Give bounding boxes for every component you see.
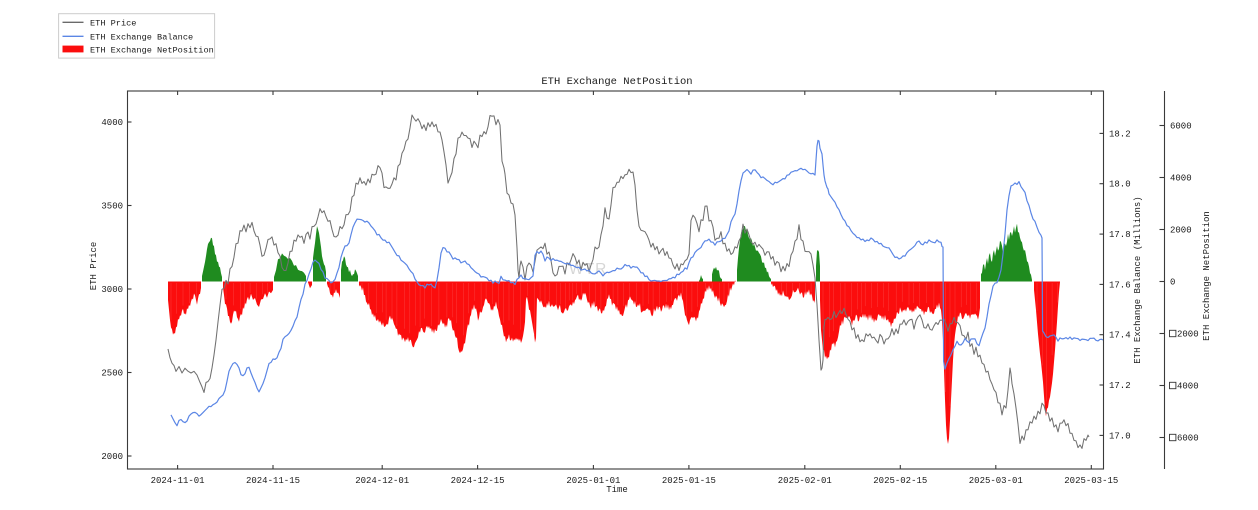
svg-text:2025-01-01: 2025-01-01: [566, 476, 620, 486]
svg-text:17.2: 17.2: [1109, 381, 1131, 391]
svg-text:17.4: 17.4: [1109, 331, 1131, 341]
svg-text:ETH Exchange Balance (Millions: ETH Exchange Balance (Millions): [1133, 196, 1143, 363]
svg-text:2024-11-15: 2024-11-15: [246, 476, 300, 486]
svg-text:4000: 4000: [101, 118, 123, 128]
svg-text:4000: 4000: [1177, 382, 1199, 392]
svg-text:ETH Exchange NetPosition: ETH Exchange NetPosition: [541, 76, 692, 88]
svg-text:17.0: 17.0: [1109, 431, 1131, 441]
svg-text:2000: 2000: [1177, 330, 1199, 340]
svg-text:2025-02-01: 2025-02-01: [778, 476, 832, 486]
svg-text:0: 0: [1170, 278, 1175, 288]
svg-text:18.0: 18.0: [1109, 180, 1131, 190]
svg-text:ETH Price: ETH Price: [89, 242, 99, 291]
svg-text:2024-11-01: 2024-11-01: [151, 476, 205, 486]
svg-text:4000: 4000: [1170, 174, 1192, 184]
svg-text:2025-03-01: 2025-03-01: [969, 476, 1023, 486]
svg-text:17.6: 17.6: [1109, 280, 1131, 290]
svg-text:18.2: 18.2: [1109, 129, 1131, 139]
svg-text:2024-12-01: 2024-12-01: [355, 476, 409, 486]
svg-text:2025-03-15: 2025-03-15: [1064, 476, 1118, 486]
svg-text:17.8: 17.8: [1109, 230, 1131, 240]
svg-text:6000: 6000: [1177, 434, 1199, 444]
svg-text:Time: Time: [606, 485, 628, 495]
svg-text:WTR: WTR: [569, 261, 607, 278]
svg-text:2025-02-15: 2025-02-15: [873, 476, 927, 486]
svg-text:ETH Exchange Balance: ETH Exchange Balance: [90, 32, 193, 42]
svg-text:ETH Exchange NetPosition: ETH Exchange NetPosition: [1202, 211, 1212, 341]
svg-text:ETH Price: ETH Price: [90, 18, 136, 28]
svg-text:2024-12-15: 2024-12-15: [451, 476, 505, 486]
svg-text:2500: 2500: [101, 369, 123, 379]
svg-text:3500: 3500: [101, 202, 123, 212]
svg-text:2025-01-15: 2025-01-15: [662, 476, 716, 486]
svg-text:2000: 2000: [1170, 226, 1192, 236]
svg-text:3000: 3000: [101, 285, 123, 295]
svg-text:6000: 6000: [1170, 122, 1192, 132]
svg-text:ETH Exchange NetPosition: ETH Exchange NetPosition: [90, 45, 214, 55]
svg-text:2000: 2000: [101, 452, 123, 462]
